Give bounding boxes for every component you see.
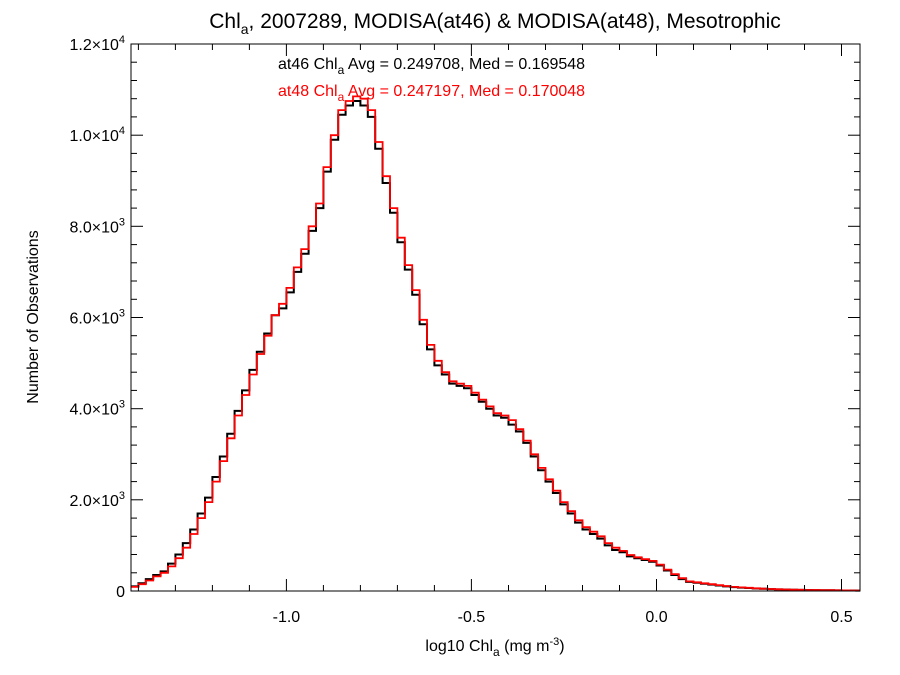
x-tick-label: -0.5 <box>458 609 486 626</box>
y-axis-label: Number of Observations <box>25 230 42 403</box>
ticks-layer <box>131 43 860 592</box>
x-tick-labels: -1.0 -0.5 0.0 0.5 <box>273 609 853 626</box>
y-tick-label: 6.0×103 <box>69 308 125 328</box>
y-tick-label: 8.0×103 <box>69 216 125 236</box>
y-tick-label: 0 <box>116 584 125 601</box>
annotation-at48: at48 Chla Avg = 0.247197, Med = 0.170048 <box>278 83 585 104</box>
series-line-1 <box>131 95 860 592</box>
x-tick-label: 0.5 <box>830 609 852 626</box>
series-line-0 <box>131 100 860 592</box>
y-tick-label: 4.0×103 <box>69 399 125 419</box>
plot-frame <box>130 43 861 592</box>
x-tick-label: 0.0 <box>645 609 667 626</box>
series-layer <box>131 95 860 592</box>
y-tick-labels: 0 2.0×103 4.0×103 6.0×103 8.0×103 1.0×104 1.2×… <box>69 34 125 601</box>
chart-title: Chla, 2007289, MODISA(at46) & MODISA(at4… <box>209 10 781 37</box>
y-tick-label: 2.0×103 <box>69 490 125 510</box>
x-tick-label: -1.0 <box>273 609 301 626</box>
y-tick-label: 1.0×104 <box>69 125 125 145</box>
x-axis-label: log10 Chla (mg m-3) <box>425 636 564 659</box>
annotation-at46: at46 Chla Avg = 0.249708, Med = 0.169548 <box>278 56 585 77</box>
y-tick-label: 1.2×104 <box>69 34 125 54</box>
